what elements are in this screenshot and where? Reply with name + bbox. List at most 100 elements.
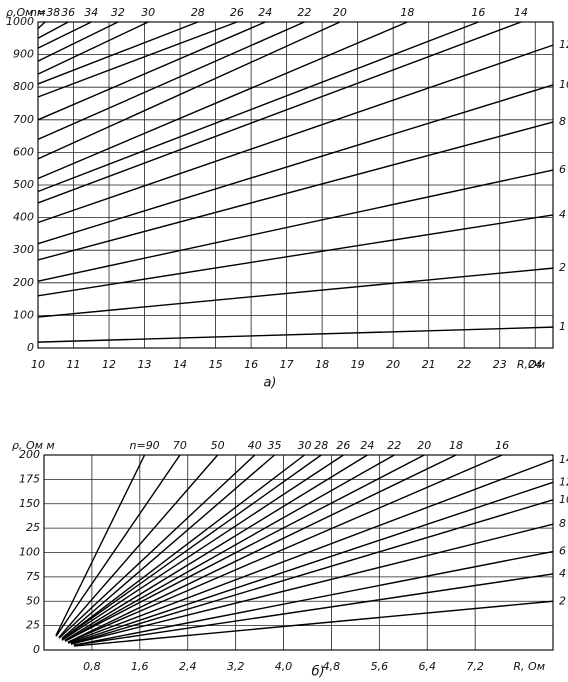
x-tick-label: 7,2: [466, 660, 484, 673]
x-tick-label: 17: [280, 358, 294, 371]
plot-frame: [43, 454, 554, 651]
nomogram-line: [70, 499, 554, 645]
nomogram-line: [37, 169, 554, 282]
nomogram-line: [67, 454, 503, 643]
y-tick-label: 50: [26, 594, 40, 607]
x-tick-label: 2,4: [179, 660, 197, 673]
line-label: 22: [387, 439, 401, 452]
nomogram-line: [37, 326, 554, 343]
nomogram-line: [37, 21, 305, 141]
x-tick-label: 15: [209, 358, 223, 371]
x-tick-label: 1,6: [131, 660, 149, 673]
x-tick-label: 6,4: [418, 660, 436, 673]
line-label: 14: [559, 453, 568, 466]
y-tick-label: 600: [13, 145, 34, 158]
x-tick-label: 4,8: [323, 660, 341, 673]
nomogram-line: [37, 21, 479, 193]
y-tick-label: 300: [13, 243, 34, 256]
nomogram-line: [70, 523, 554, 645]
nomogram-line: [37, 21, 408, 180]
x-tick-label: 20: [386, 358, 400, 371]
nomogram-line: [55, 454, 146, 636]
line-label: 4: [559, 208, 566, 221]
y-tick-label: 25: [26, 521, 40, 534]
line-label: 28: [314, 439, 328, 452]
x-tick-label: 13: [138, 358, 152, 371]
nomogram-line: [58, 454, 256, 639]
x-tick-label: 12: [102, 358, 116, 371]
line-label: 8: [559, 517, 566, 530]
nomogram-line: [37, 21, 341, 160]
x-axis-label: R, Ом: [513, 660, 545, 673]
y-axis-label: ρ,Ом м: [6, 6, 45, 19]
nomogram-line: [61, 454, 344, 641]
line-label: 50: [211, 439, 225, 452]
line-label: 16: [495, 439, 509, 452]
y-tick-label: 800: [13, 80, 34, 93]
line-label: 4: [559, 567, 566, 580]
nomogram-line: [73, 573, 554, 646]
nomogram-line: [37, 267, 554, 318]
line-label: 10: [559, 493, 568, 506]
line-label: n=90: [130, 439, 160, 452]
nomogram-line: [67, 454, 457, 643]
x-tick-label: 14: [173, 358, 187, 371]
line-label: 70: [173, 439, 187, 452]
nomogram-line: [37, 21, 266, 121]
y-axis-label: ρ, Ом м: [12, 439, 55, 452]
line-label: 10: [559, 78, 568, 91]
nomogram-line: [64, 454, 395, 642]
nomogram-line: [37, 121, 554, 261]
line-label: 30: [297, 439, 311, 452]
y-tick-label: 100: [19, 546, 40, 559]
line-label: 20: [333, 6, 347, 19]
line-label: n=38: [30, 6, 60, 19]
y-tick-label: 150: [19, 497, 40, 510]
line-label: 28: [191, 6, 205, 19]
line-label: 40: [248, 439, 262, 452]
line-label: 35: [268, 439, 282, 452]
line-label: 16: [471, 6, 485, 19]
nomogram-line: [67, 459, 554, 644]
chart-caption: б): [311, 665, 324, 680]
chart-caption: а): [263, 376, 276, 391]
nomogram-line: [37, 21, 149, 75]
line-label: 30: [141, 6, 155, 19]
x-tick-label: 16: [244, 358, 258, 371]
nomogram-line: [37, 21, 238, 98]
x-tick-label: 21: [422, 358, 436, 371]
x-tick-label: 23: [493, 358, 507, 371]
line-label: 2: [559, 594, 566, 607]
nomogram-line: [37, 21, 119, 62]
y-tick-label: 200: [13, 276, 34, 289]
y-tick-label: 175: [19, 472, 40, 485]
line-label: 18: [449, 439, 463, 452]
x-tick-label: 5,6: [371, 660, 389, 673]
y-tick-label: 25: [26, 619, 40, 632]
y-tick-label: 400: [13, 211, 34, 224]
x-axis-label: R,Ом: [517, 358, 545, 371]
nomogram-line: [37, 21, 522, 204]
nomogram-line: [73, 600, 554, 647]
line-label: 20: [417, 439, 431, 452]
x-tick-label: 22: [457, 358, 471, 371]
y-tick-label: 75: [26, 570, 40, 583]
y-tick-label: 0: [33, 643, 40, 656]
line-label: 6: [559, 163, 566, 176]
line-label: 36: [61, 6, 75, 19]
line-label: 32: [111, 6, 125, 19]
y-tick-label: 500: [13, 178, 34, 191]
line-label: 12: [559, 475, 568, 488]
x-tick-label: 24: [528, 358, 542, 371]
nomogram-line: [55, 454, 181, 637]
line-label: 24: [360, 439, 374, 452]
y-tick-label: 900: [13, 48, 34, 61]
nomogram-line: [61, 454, 305, 640]
nomogram-line: [61, 454, 276, 639]
x-tick-label: 18: [315, 358, 329, 371]
line-label: 14: [514, 6, 528, 19]
nomogram-line: [64, 454, 425, 642]
nomogram-line: [37, 21, 46, 30]
nomogram-line: [37, 84, 554, 245]
